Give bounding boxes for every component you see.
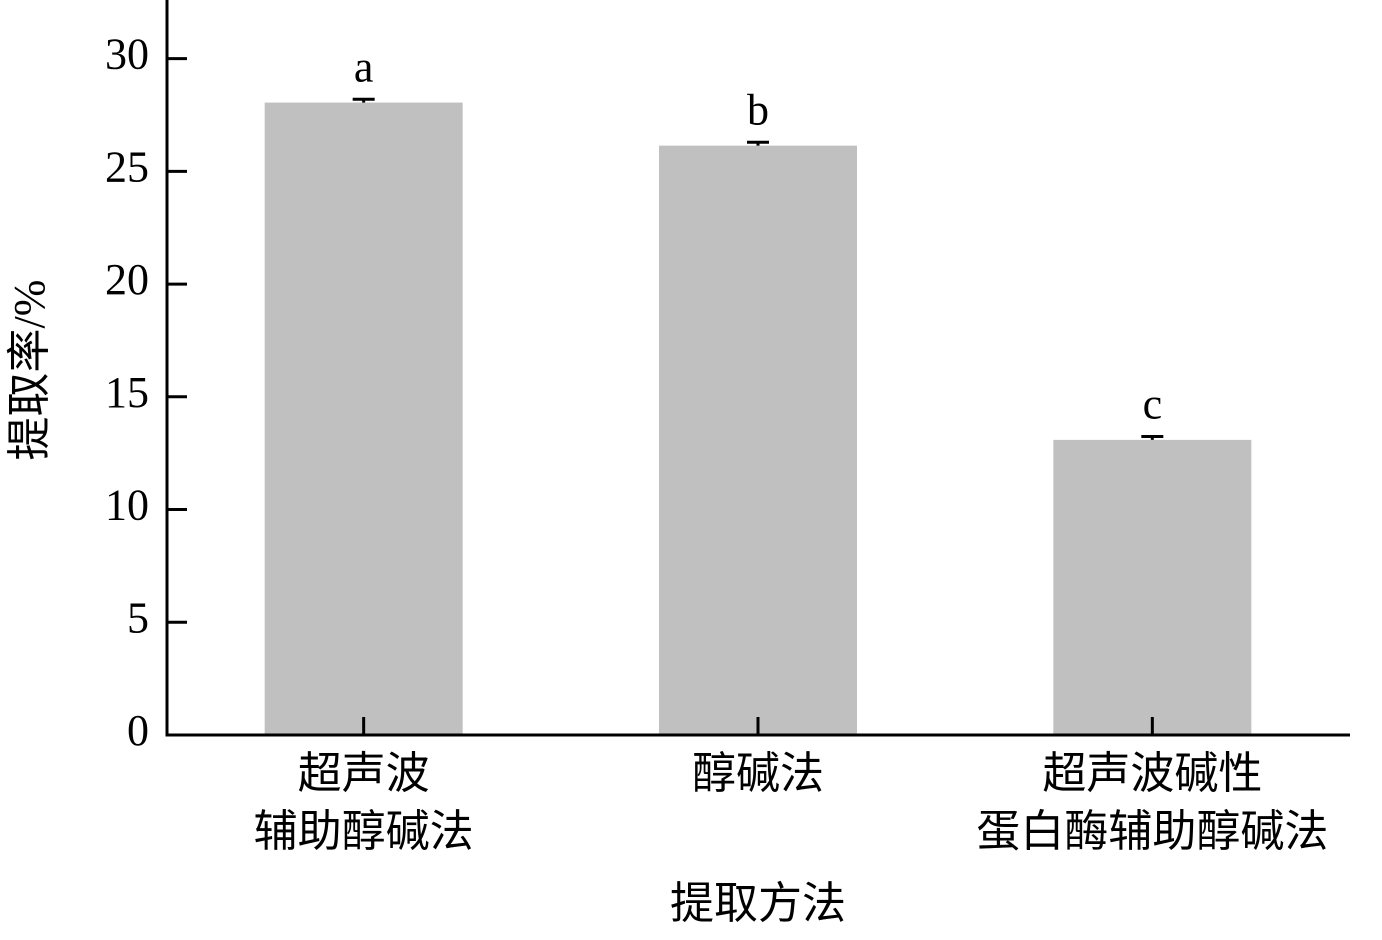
y-tick-label: 25 xyxy=(105,142,149,191)
y-tick-label: 0 xyxy=(127,706,149,755)
y-axis-label: 提取率/% xyxy=(5,280,54,461)
x-axis-label: 提取方法 xyxy=(670,879,846,928)
bar xyxy=(659,145,857,736)
y-tick-label: 30 xyxy=(105,30,149,79)
x-tick-label: 超声波碱性蛋白酶辅助醇碱法 xyxy=(976,749,1328,856)
x-tick-label: 超声波辅助醇碱法 xyxy=(254,749,474,856)
significance-label: c xyxy=(1143,380,1163,429)
x-tick-label: 醇碱法 xyxy=(692,749,824,798)
significance-label: b xyxy=(747,85,769,134)
y-tick-label: 15 xyxy=(105,368,149,417)
significance-label: a xyxy=(354,42,374,91)
y-tick-label: 20 xyxy=(105,255,149,304)
y-tick-label: 5 xyxy=(127,593,149,642)
y-tick-label: 10 xyxy=(105,481,149,530)
bar xyxy=(264,102,463,736)
bar xyxy=(1053,439,1252,735)
